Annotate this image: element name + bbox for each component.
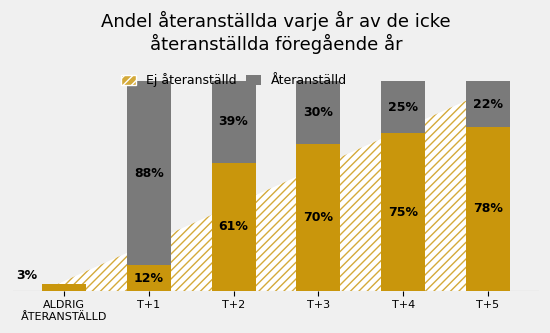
- Bar: [466, 81, 510, 127]
- Text: 75%: 75%: [388, 205, 418, 218]
- Text: 30%: 30%: [304, 106, 333, 119]
- Text: 70%: 70%: [304, 211, 333, 224]
- Title: Andel återanställda varje år av de icke
återanställda föregående år: Andel återanställda varje år av de icke …: [101, 11, 451, 55]
- Text: 12%: 12%: [134, 271, 164, 284]
- Bar: [212, 81, 256, 163]
- Text: 3%: 3%: [16, 269, 37, 282]
- Bar: [296, 144, 340, 291]
- Bar: [126, 265, 171, 291]
- Bar: [296, 81, 340, 144]
- Text: 78%: 78%: [473, 202, 503, 215]
- Legend: Ej återanställd, Återanställd: Ej återanställd, Återanställd: [116, 68, 353, 92]
- Text: 25%: 25%: [388, 101, 418, 114]
- Text: 39%: 39%: [219, 116, 249, 129]
- Bar: [212, 163, 256, 291]
- Polygon shape: [42, 81, 510, 291]
- Bar: [381, 81, 425, 134]
- Text: 88%: 88%: [134, 167, 163, 180]
- Text: 61%: 61%: [218, 220, 249, 233]
- Bar: [381, 134, 425, 291]
- Bar: [42, 284, 86, 291]
- Text: 22%: 22%: [473, 98, 503, 111]
- Bar: [466, 127, 510, 291]
- Bar: [126, 81, 171, 265]
